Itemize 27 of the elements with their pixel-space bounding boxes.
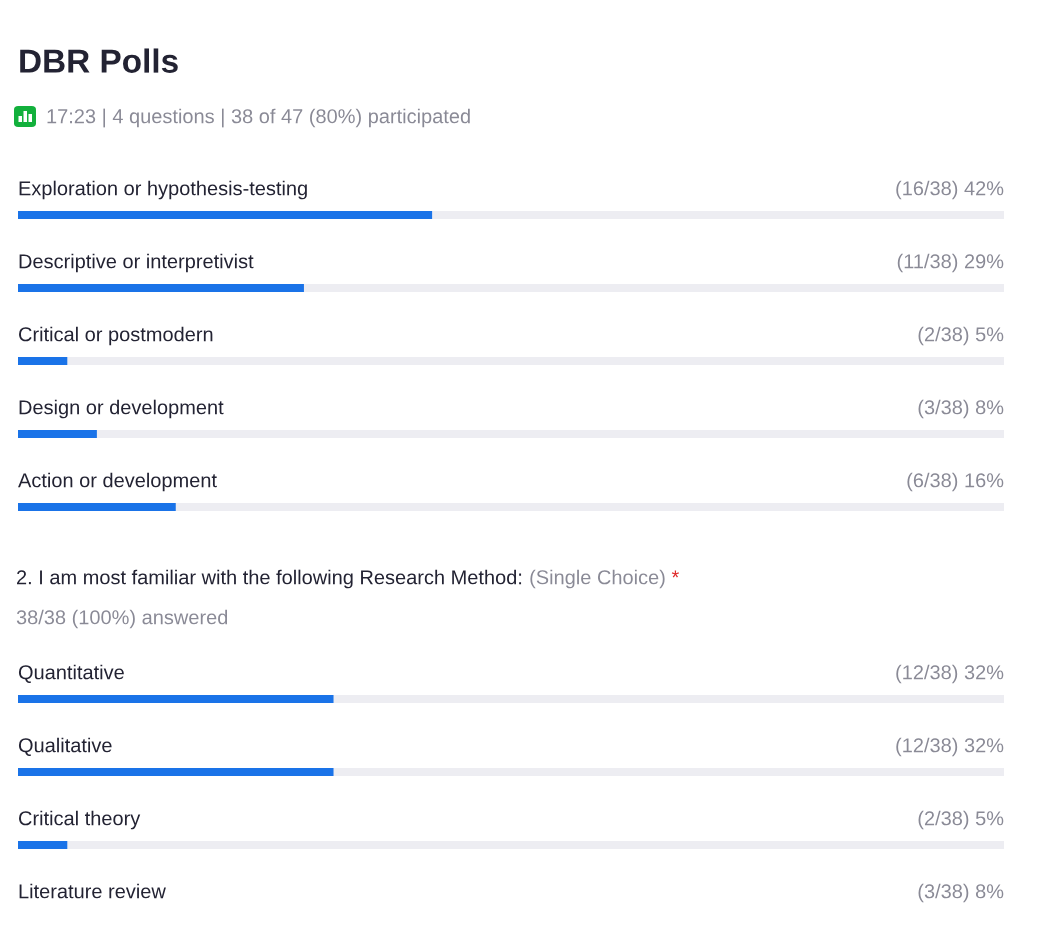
data-label: (12/38) 32% — [896, 737, 1004, 757]
bar — [18, 430, 97, 438]
text: (Single Choice) — [530, 569, 665, 589]
chart-subtitle: 17:23 | 4 questions | 38 of 47 (80%) participated — [47, 108, 470, 128]
bar — [18, 357, 68, 365]
y-tick-label: Design or development — [19, 399, 224, 419]
data-label: (2/38) 5% — [918, 810, 1004, 830]
y-tick-label: Critical or postmodern — [19, 326, 213, 346]
text: (3/38) 8% — [918, 883, 1004, 903]
y-tick-label: Literature review — [19, 883, 166, 899]
y-tick-label: Critical theory — [19, 810, 141, 830]
data-label: (12/38) 32% — [896, 664, 1004, 684]
data-label: (2/38) 5% — [918, 326, 1004, 346]
data-label: (11/38) 29% — [897, 253, 1004, 273]
y-tick-label: Qualitative — [18, 737, 112, 756]
data-label: (6/38) 16% — [907, 472, 1004, 492]
chart-title: DBR Polls — [20, 48, 178, 73]
y-tick-label: Descriptive or interpretivist — [19, 253, 254, 273]
y-tick-label: Exploration or hypothesis-testing — [19, 180, 307, 200]
y-tick-label: Action or development — [18, 472, 217, 492]
data-label: (16/38) 42% — [896, 180, 1004, 200]
data-label: (3/38) 8% — [918, 399, 1004, 419]
chart-subtitle: 38/38 (100%) answered — [16, 609, 228, 629]
bar — [18, 503, 176, 511]
chart-title: 2. I am most familiar with the following Research Method: — [17, 569, 522, 589]
text: * — [671, 570, 679, 578]
y-tick-label: Quantitative — [18, 664, 124, 683]
